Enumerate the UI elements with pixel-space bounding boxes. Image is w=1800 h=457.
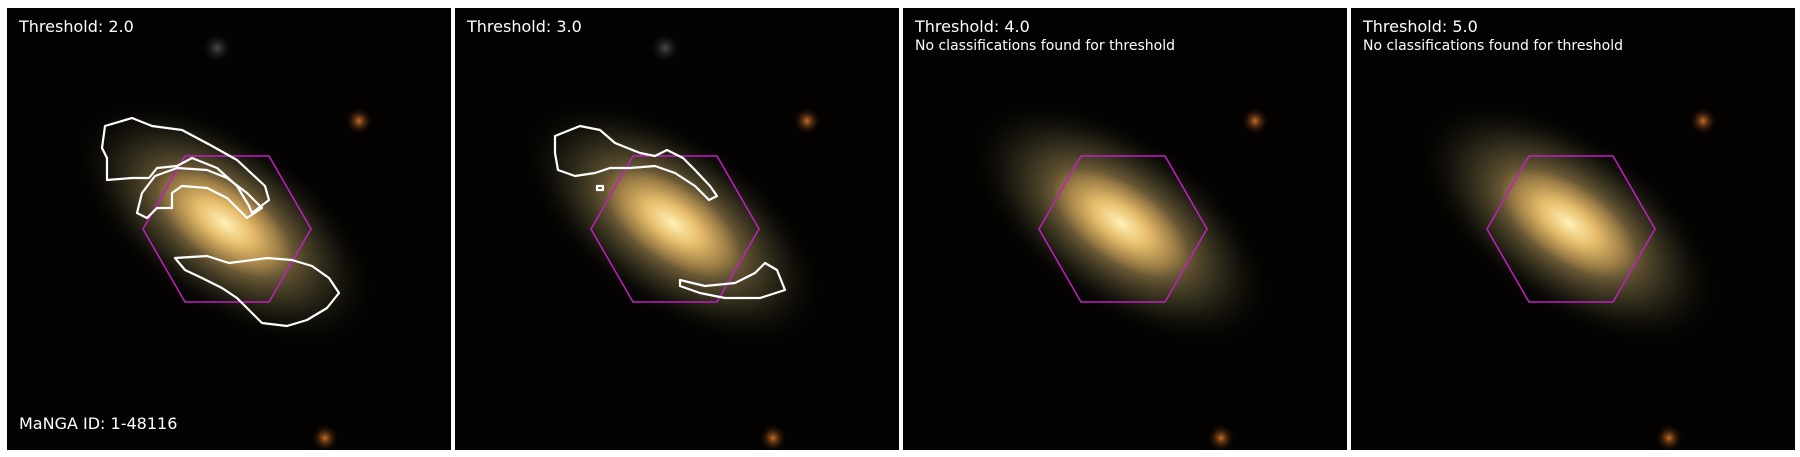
manga-id-label: MaNGA ID: 1-48116 bbox=[19, 414, 178, 433]
panel-title: Threshold: 2.0 bbox=[19, 17, 134, 36]
galaxy-image bbox=[903, 8, 1347, 450]
panel-threshold-4: Threshold: 4.0 No classifications found … bbox=[903, 8, 1347, 450]
panel-threshold-2: Threshold: 2.0 MaNGA ID: 1-48116 bbox=[7, 8, 451, 450]
panel-note: No classifications found for threshold bbox=[1363, 38, 1623, 54]
galaxy-image bbox=[7, 8, 451, 450]
galaxy-image bbox=[455, 8, 899, 450]
panel-note: No classifications found for threshold bbox=[915, 38, 1175, 54]
contour-overlay bbox=[553, 124, 787, 300]
hexagon-outline bbox=[142, 155, 312, 303]
panel-title: Threshold: 4.0 bbox=[915, 17, 1030, 36]
galaxy-image bbox=[1351, 8, 1795, 450]
hexagon-outline bbox=[590, 155, 760, 303]
panel-threshold-3: Threshold: 3.0 bbox=[455, 8, 899, 450]
panel-title: Threshold: 5.0 bbox=[1363, 17, 1478, 36]
panel-title: Threshold: 3.0 bbox=[467, 17, 582, 36]
panel-threshold-5: Threshold: 5.0 No classifications found … bbox=[1351, 8, 1795, 450]
hexagon-outline bbox=[1486, 155, 1656, 303]
contour-overlay bbox=[100, 116, 341, 328]
hexagon-outline bbox=[1038, 155, 1208, 303]
